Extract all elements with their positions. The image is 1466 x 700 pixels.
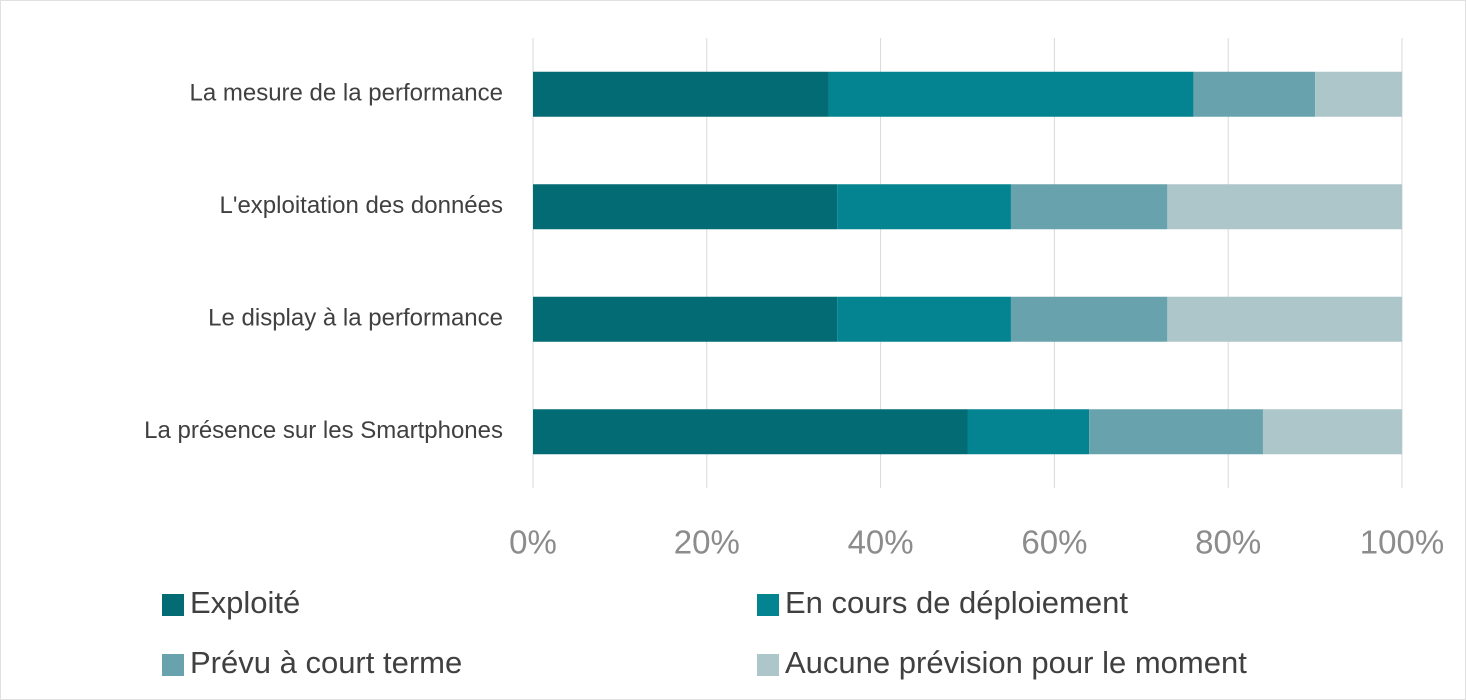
legend-label: Prévu à court terme xyxy=(190,645,462,680)
bar-segment xyxy=(837,296,1011,342)
legend-label: Exploité xyxy=(190,585,300,620)
bar-segment xyxy=(967,409,1090,455)
legend-swatch xyxy=(757,594,779,616)
x-tick-label: 20% xyxy=(674,524,740,561)
bar-segment xyxy=(1010,184,1168,230)
legend-label: Aucune prévision pour le moment xyxy=(785,645,1247,680)
bar-segment xyxy=(1010,296,1168,342)
y-tick-label: Le display à la performance xyxy=(208,305,503,332)
legend-swatch xyxy=(162,594,184,616)
bar-segment xyxy=(1193,71,1316,117)
bar-segment xyxy=(533,184,838,230)
bar-segment xyxy=(828,71,1194,117)
x-tick-label: 100% xyxy=(1360,524,1444,561)
x-tick-label: 80% xyxy=(1195,524,1261,561)
y-tick-label: La présence sur les Smartphones xyxy=(144,417,503,444)
legend-label: En cours de déploiement xyxy=(785,585,1128,620)
bar-segment xyxy=(1262,409,1402,455)
bar-segment xyxy=(1315,71,1402,117)
bar-segment xyxy=(533,71,829,117)
bar-segment xyxy=(1167,184,1402,230)
bar-segment xyxy=(837,184,1011,230)
legend-swatch xyxy=(162,654,184,676)
bar-segment xyxy=(1167,296,1402,342)
bar-segment xyxy=(533,409,968,455)
bar-segment xyxy=(1089,409,1263,455)
y-tick-label: L'exploitation des données xyxy=(220,192,503,219)
y-tick-label: La mesure de la performance xyxy=(190,80,504,107)
x-tick-label: 60% xyxy=(1021,524,1087,561)
x-tick-label: 40% xyxy=(848,524,914,561)
legend-swatch xyxy=(757,654,779,676)
bar-segment xyxy=(533,296,838,342)
x-tick-label: 0% xyxy=(509,524,557,561)
